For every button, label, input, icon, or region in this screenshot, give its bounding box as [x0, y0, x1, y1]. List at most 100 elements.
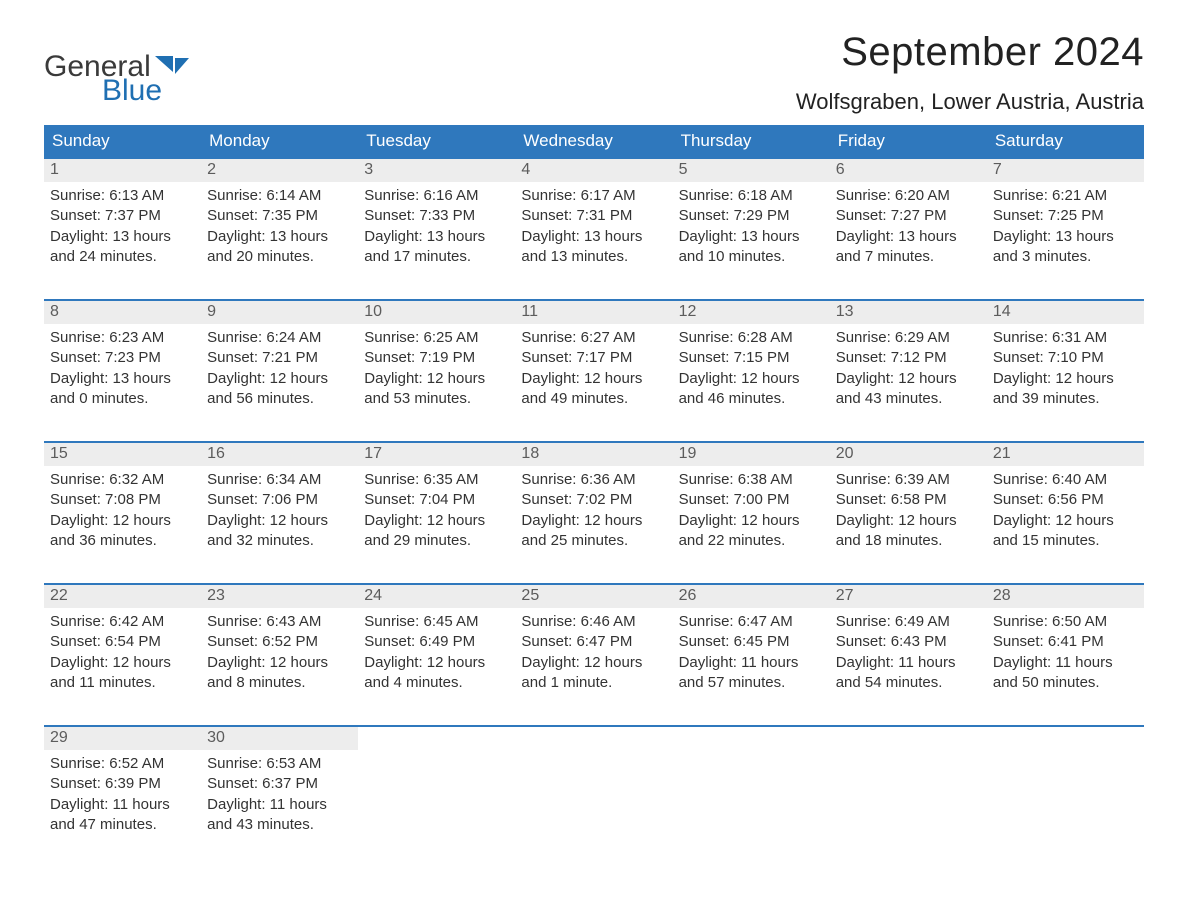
daylight-line: Daylight: 13 hours and 24 minutes. — [50, 227, 195, 268]
calendar-day: 5Sunrise: 6:18 AMSunset: 7:29 PMDaylight… — [673, 159, 830, 273]
location: Wolfsgraben, Lower Austria, Austria — [796, 89, 1144, 115]
day-number: 15 — [44, 443, 201, 466]
weekday-header: Thursday — [673, 125, 830, 157]
calendar-day: 10Sunrise: 6:25 AMSunset: 7:19 PMDayligh… — [358, 301, 515, 415]
day-body: Sunrise: 6:52 AMSunset: 6:39 PMDaylight:… — [44, 750, 201, 835]
daylight-line: Daylight: 13 hours and 7 minutes. — [836, 227, 981, 268]
day-number: 13 — [830, 301, 987, 324]
sunrise-line: Sunrise: 6:14 AM — [207, 186, 352, 206]
weekday-header: Saturday — [987, 125, 1144, 157]
sunrise-line: Sunrise: 6:18 AM — [679, 186, 824, 206]
sunrise-line: Sunrise: 6:28 AM — [679, 328, 824, 348]
sunset-line: Sunset: 6:52 PM — [207, 632, 352, 652]
daylight-line: Daylight: 12 hours and 15 minutes. — [993, 511, 1138, 552]
daylight-line: Daylight: 12 hours and 43 minutes. — [836, 369, 981, 410]
day-number: 8 — [44, 301, 201, 324]
calendar: SundayMondayTuesdayWednesdayThursdayFrid… — [44, 125, 1144, 841]
sunset-line: Sunset: 7:27 PM — [836, 206, 981, 226]
day-body: Sunrise: 6:27 AMSunset: 7:17 PMDaylight:… — [515, 324, 672, 409]
day-number: 26 — [673, 585, 830, 608]
calendar-day: 3Sunrise: 6:16 AMSunset: 7:33 PMDaylight… — [358, 159, 515, 273]
weekday-header: Sunday — [44, 125, 201, 157]
day-number: 6 — [830, 159, 987, 182]
calendar-week: 15Sunrise: 6:32 AMSunset: 7:08 PMDayligh… — [44, 441, 1144, 557]
day-number: 5 — [673, 159, 830, 182]
sunset-line: Sunset: 7:06 PM — [207, 490, 352, 510]
sunrise-line: Sunrise: 6:43 AM — [207, 612, 352, 632]
weekday-header: Wednesday — [515, 125, 672, 157]
sunset-line: Sunset: 7:10 PM — [993, 348, 1138, 368]
calendar-day: 21Sunrise: 6:40 AMSunset: 6:56 PMDayligh… — [987, 443, 1144, 557]
day-number: 3 — [358, 159, 515, 182]
calendar-day: 16Sunrise: 6:34 AMSunset: 7:06 PMDayligh… — [201, 443, 358, 557]
sunrise-line: Sunrise: 6:25 AM — [364, 328, 509, 348]
daylight-line: Daylight: 12 hours and 32 minutes. — [207, 511, 352, 552]
day-body: Sunrise: 6:42 AMSunset: 6:54 PMDaylight:… — [44, 608, 201, 693]
day-body: Sunrise: 6:50 AMSunset: 6:41 PMDaylight:… — [987, 608, 1144, 693]
sunset-line: Sunset: 7:23 PM — [50, 348, 195, 368]
day-number: 2 — [201, 159, 358, 182]
day-body: Sunrise: 6:35 AMSunset: 7:04 PMDaylight:… — [358, 466, 515, 551]
calendar-day-empty — [830, 727, 987, 841]
sunrise-line: Sunrise: 6:23 AM — [50, 328, 195, 348]
sunrise-line: Sunrise: 6:53 AM — [207, 754, 352, 774]
daylight-line: Daylight: 12 hours and 1 minute. — [521, 653, 666, 694]
daylight-line: Daylight: 12 hours and 29 minutes. — [364, 511, 509, 552]
calendar-day: 18Sunrise: 6:36 AMSunset: 7:02 PMDayligh… — [515, 443, 672, 557]
day-number: 27 — [830, 585, 987, 608]
calendar-day-empty — [358, 727, 515, 841]
daylight-line: Daylight: 12 hours and 22 minutes. — [679, 511, 824, 552]
day-number: 16 — [201, 443, 358, 466]
day-number: 4 — [515, 159, 672, 182]
daylight-line: Daylight: 11 hours and 43 minutes. — [207, 795, 352, 836]
sunset-line: Sunset: 7:35 PM — [207, 206, 352, 226]
sunset-line: Sunset: 6:54 PM — [50, 632, 195, 652]
daylight-line: Daylight: 13 hours and 20 minutes. — [207, 227, 352, 268]
sunset-line: Sunset: 7:21 PM — [207, 348, 352, 368]
daylight-line: Daylight: 11 hours and 47 minutes. — [50, 795, 195, 836]
day-body: Sunrise: 6:53 AMSunset: 6:37 PMDaylight:… — [201, 750, 358, 835]
calendar-day: 17Sunrise: 6:35 AMSunset: 7:04 PMDayligh… — [358, 443, 515, 557]
day-body: Sunrise: 6:39 AMSunset: 6:58 PMDaylight:… — [830, 466, 987, 551]
day-number: 25 — [515, 585, 672, 608]
sunset-line: Sunset: 7:25 PM — [993, 206, 1138, 226]
day-body: Sunrise: 6:40 AMSunset: 6:56 PMDaylight:… — [987, 466, 1144, 551]
calendar-day: 28Sunrise: 6:50 AMSunset: 6:41 PMDayligh… — [987, 585, 1144, 699]
calendar-week: 29Sunrise: 6:52 AMSunset: 6:39 PMDayligh… — [44, 725, 1144, 841]
daylight-line: Daylight: 13 hours and 3 minutes. — [993, 227, 1138, 268]
daylight-line: Daylight: 12 hours and 4 minutes. — [364, 653, 509, 694]
sunset-line: Sunset: 6:39 PM — [50, 774, 195, 794]
day-body: Sunrise: 6:49 AMSunset: 6:43 PMDaylight:… — [830, 608, 987, 693]
daylight-line: Daylight: 12 hours and 8 minutes. — [207, 653, 352, 694]
sunrise-line: Sunrise: 6:47 AM — [679, 612, 824, 632]
calendar-day-empty — [987, 727, 1144, 841]
sunset-line: Sunset: 6:47 PM — [521, 632, 666, 652]
sunset-line: Sunset: 6:43 PM — [836, 632, 981, 652]
day-body: Sunrise: 6:38 AMSunset: 7:00 PMDaylight:… — [673, 466, 830, 551]
calendar-day: 22Sunrise: 6:42 AMSunset: 6:54 PMDayligh… — [44, 585, 201, 699]
daylight-line: Daylight: 12 hours and 39 minutes. — [993, 369, 1138, 410]
sunrise-line: Sunrise: 6:40 AM — [993, 470, 1138, 490]
daylight-line: Daylight: 11 hours and 50 minutes. — [993, 653, 1138, 694]
day-number: 1 — [44, 159, 201, 182]
day-number: 12 — [673, 301, 830, 324]
calendar-day: 13Sunrise: 6:29 AMSunset: 7:12 PMDayligh… — [830, 301, 987, 415]
sunrise-line: Sunrise: 6:50 AM — [993, 612, 1138, 632]
weeks-container: 1Sunrise: 6:13 AMSunset: 7:37 PMDaylight… — [44, 157, 1144, 841]
sunrise-line: Sunrise: 6:52 AM — [50, 754, 195, 774]
day-body: Sunrise: 6:31 AMSunset: 7:10 PMDaylight:… — [987, 324, 1144, 409]
sunrise-line: Sunrise: 6:35 AM — [364, 470, 509, 490]
day-body: Sunrise: 6:25 AMSunset: 7:19 PMDaylight:… — [358, 324, 515, 409]
sunrise-line: Sunrise: 6:49 AM — [836, 612, 981, 632]
calendar-day: 26Sunrise: 6:47 AMSunset: 6:45 PMDayligh… — [673, 585, 830, 699]
day-body: Sunrise: 6:13 AMSunset: 7:37 PMDaylight:… — [44, 182, 201, 267]
day-body: Sunrise: 6:24 AMSunset: 7:21 PMDaylight:… — [201, 324, 358, 409]
day-number: 14 — [987, 301, 1144, 324]
daylight-line: Daylight: 12 hours and 25 minutes. — [521, 511, 666, 552]
sunrise-line: Sunrise: 6:17 AM — [521, 186, 666, 206]
calendar-day: 24Sunrise: 6:45 AMSunset: 6:49 PMDayligh… — [358, 585, 515, 699]
sunset-line: Sunset: 6:58 PM — [836, 490, 981, 510]
sunrise-line: Sunrise: 6:36 AM — [521, 470, 666, 490]
day-number: 17 — [358, 443, 515, 466]
sunset-line: Sunset: 7:19 PM — [364, 348, 509, 368]
